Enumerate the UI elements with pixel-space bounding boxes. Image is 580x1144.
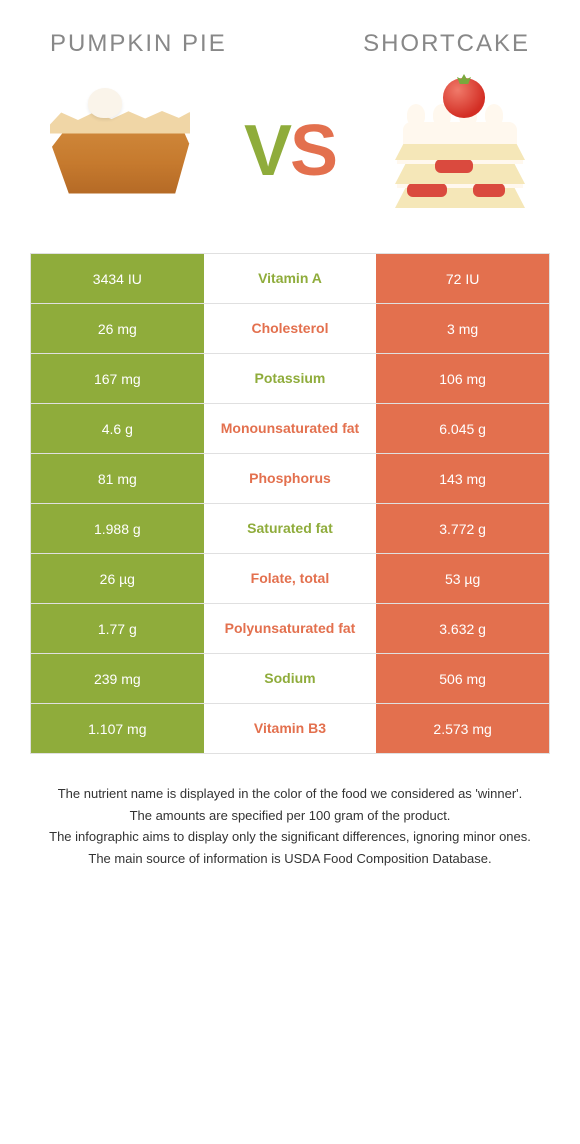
footer-line: The infographic aims to display only the… xyxy=(30,827,550,847)
left-value: 1.107 mg xyxy=(31,704,204,753)
table-row: 3434 IUVitamin A72 IU xyxy=(31,254,549,304)
footer-line: The amounts are specified per 100 gram o… xyxy=(30,806,550,826)
footer-line: The nutrient name is displayed in the co… xyxy=(30,784,550,804)
left-value: 3434 IU xyxy=(31,254,204,303)
left-value: 239 mg xyxy=(31,654,204,703)
table-row: 1.988 gSaturated fat3.772 g xyxy=(31,504,549,554)
vs-v: V xyxy=(244,110,290,192)
table-row: 26 mgCholesterol3 mg xyxy=(31,304,549,354)
vs-label: VS xyxy=(244,110,336,192)
shortcake-icon xyxy=(385,78,535,223)
table-row: 81 mgPhosphorus143 mg xyxy=(31,454,549,504)
left-value: 1.77 g xyxy=(31,604,204,653)
shortcake-image xyxy=(370,78,550,223)
nutrient-label: Vitamin B3 xyxy=(204,704,377,753)
footer-notes: The nutrient name is displayed in the co… xyxy=(30,784,550,868)
pumpkin-pie-image xyxy=(30,78,210,223)
table-row: 1.77 gPolyunsaturated fat3.632 g xyxy=(31,604,549,654)
infographic-container: PUMPKIN PIE SHORTCAKE VS xyxy=(0,0,580,868)
title-left: PUMPKIN PIE xyxy=(50,30,227,58)
nutrient-label: Folate, total xyxy=(204,554,377,603)
left-value: 26 mg xyxy=(31,304,204,353)
table-row: 167 mgPotassium106 mg xyxy=(31,354,549,404)
left-value: 81 mg xyxy=(31,454,204,503)
right-value: 72 IU xyxy=(376,254,549,303)
right-value: 2.573 mg xyxy=(376,704,549,753)
right-value: 3 mg xyxy=(376,304,549,353)
table-row: 4.6 gMonounsaturated fat6.045 g xyxy=(31,404,549,454)
nutrient-label: Saturated fat xyxy=(204,504,377,553)
pie-icon xyxy=(40,96,200,206)
title-right: SHORTCAKE xyxy=(363,30,530,58)
nutrient-label: Vitamin A xyxy=(204,254,377,303)
nutrient-label: Sodium xyxy=(204,654,377,703)
nutrient-label: Phosphorus xyxy=(204,454,377,503)
nutrient-label: Cholesterol xyxy=(204,304,377,353)
right-value: 53 µg xyxy=(376,554,549,603)
vs-s: S xyxy=(290,110,336,192)
comparison-table: 3434 IUVitamin A72 IU26 mgCholesterol3 m… xyxy=(30,253,550,754)
left-value: 167 mg xyxy=(31,354,204,403)
table-row: 26 µgFolate, total53 µg xyxy=(31,554,549,604)
left-value: 1.988 g xyxy=(31,504,204,553)
right-value: 6.045 g xyxy=(376,404,549,453)
nutrient-label: Potassium xyxy=(204,354,377,403)
right-value: 106 mg xyxy=(376,354,549,403)
table-row: 1.107 mgVitamin B32.573 mg xyxy=(31,704,549,754)
table-row: 239 mgSodium506 mg xyxy=(31,654,549,704)
footer-line: The main source of information is USDA F… xyxy=(30,849,550,869)
food-images-row: VS xyxy=(0,68,580,253)
nutrient-label: Polyunsaturated fat xyxy=(204,604,377,653)
nutrient-label: Monounsaturated fat xyxy=(204,404,377,453)
left-value: 26 µg xyxy=(31,554,204,603)
left-value: 4.6 g xyxy=(31,404,204,453)
header: PUMPKIN PIE SHORTCAKE xyxy=(0,0,580,68)
right-value: 3.632 g xyxy=(376,604,549,653)
right-value: 506 mg xyxy=(376,654,549,703)
right-value: 143 mg xyxy=(376,454,549,503)
right-value: 3.772 g xyxy=(376,504,549,553)
